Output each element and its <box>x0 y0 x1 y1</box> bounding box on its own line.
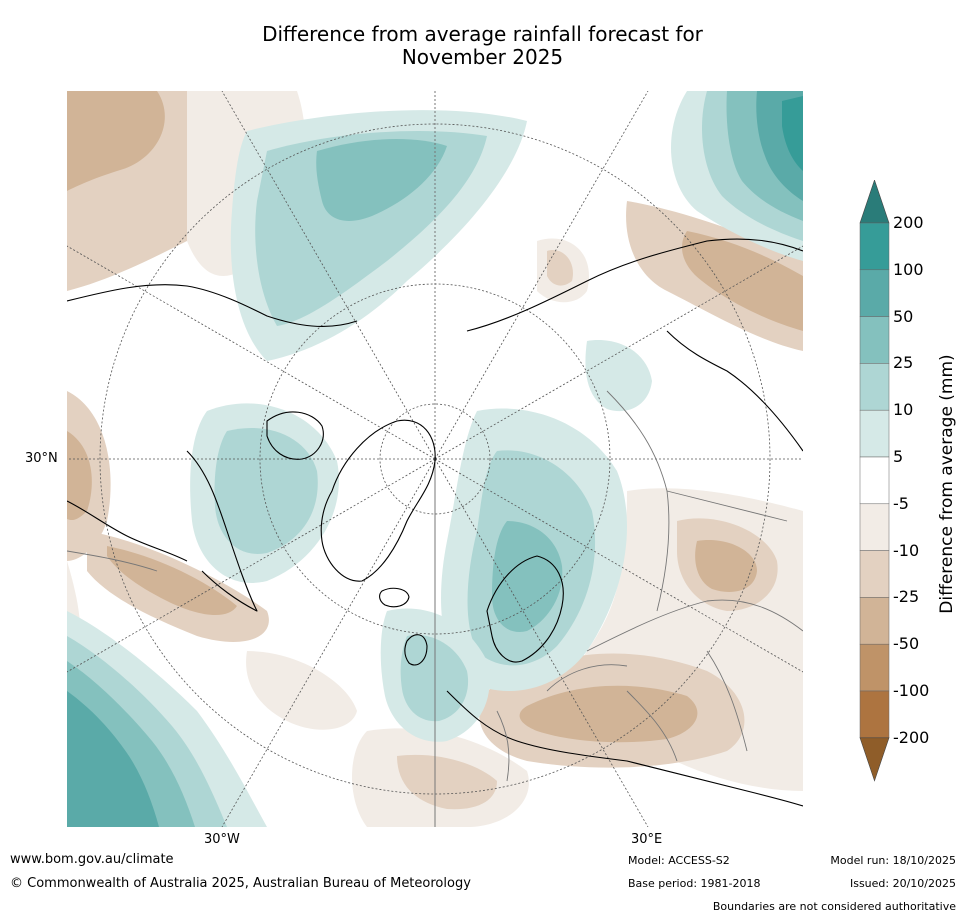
colorbar-over-triangle <box>859 180 890 224</box>
canada-coastline <box>186 450 258 612</box>
north-america-west-coastline <box>67 500 188 562</box>
meridian-line <box>221 91 436 460</box>
europe-coastline <box>446 690 803 807</box>
colorbar-tick-label: -25 <box>893 587 920 607</box>
meridian-line <box>67 458 436 673</box>
colorbar-band <box>859 643 890 692</box>
base-period: Base period: 1981-2018 <box>628 877 761 890</box>
colorbar-band <box>859 363 890 411</box>
colorbar-band <box>859 503 890 551</box>
colorbar-tick-label: 50 <box>893 306 914 326</box>
alaska-coastline <box>67 284 358 327</box>
colorbar-tick-label: 100 <box>893 259 924 279</box>
colorbar-band <box>859 269 890 317</box>
colorbar-tick-label: -5 <box>893 493 909 513</box>
siberia-coastline <box>466 238 803 332</box>
political-borders <box>67 390 803 782</box>
longitude-label-30e: 30°E <box>631 832 663 847</box>
colorbar-band <box>859 222 890 271</box>
british-isles-coastline <box>404 634 428 666</box>
colorbar-band <box>859 597 890 645</box>
longitude-label-30w: 30°W <box>204 832 240 847</box>
iceland-coastline <box>379 587 410 608</box>
meridian-line <box>221 458 436 827</box>
east-asia-coastline <box>666 330 803 452</box>
meridian-line <box>434 245 803 460</box>
colorbar-tick-label: 5 <box>893 447 904 466</box>
meridian-line <box>434 458 803 673</box>
polar-rainfall-anomaly-map <box>67 91 803 827</box>
colorbar-tick-label: 200 <box>893 213 924 232</box>
map-title-line-1: Difference from average rainfall forecas… <box>262 22 703 46</box>
meridian-line <box>67 245 436 460</box>
colorbar <box>859 180 890 782</box>
latitude-circle-75 <box>379 403 491 515</box>
model-name: Model: ACCESS-S2 <box>628 854 730 867</box>
website-link[interactable]: www.bom.gov.au/climate <box>10 852 174 867</box>
map-title-line-2: November 2025 <box>401 45 564 69</box>
colorbar-under-triangle <box>859 737 890 782</box>
colorbar-tick-label: -50 <box>893 634 920 654</box>
issued-date: Issued: 20/10/2025 <box>849 877 956 890</box>
colorbar-label: Difference from average (mm) <box>937 354 957 614</box>
meridian-line <box>434 458 649 827</box>
latitude-circle-30 <box>99 123 771 795</box>
copyright-notice: © Commonwealth of Australia 2025, Austra… <box>10 876 471 891</box>
scandinavia-coastline <box>486 555 564 663</box>
coastlines <box>67 238 803 807</box>
model-run-date: Model run: 18/10/2025 <box>830 854 956 867</box>
meridian-line <box>434 91 649 460</box>
boundaries-disclaimer: Boundaries are not considered authoritat… <box>712 900 956 913</box>
colorbar-band <box>859 409 890 458</box>
colorbar-tick-label: 25 <box>893 353 914 373</box>
colorbar-band <box>859 456 890 505</box>
colorbar-tick-label: -100 <box>893 681 930 700</box>
colorbar-band <box>859 316 890 364</box>
greenland-coastline <box>320 419 436 582</box>
colorbar-band <box>859 550 890 598</box>
colorbar-tick-label: 10 <box>893 400 914 420</box>
colorbar-tick-label: -200 <box>893 727 930 747</box>
canadian-archipelago-coastline <box>266 411 324 460</box>
dry-anomaly-regions <box>67 91 803 827</box>
colorbar-band <box>859 690 890 739</box>
latitude-label-30n: 30°N <box>25 451 58 466</box>
colorbar-tick-label: -10 <box>893 540 920 560</box>
graticule <box>67 91 803 827</box>
wet-anomaly-regions <box>67 91 803 827</box>
